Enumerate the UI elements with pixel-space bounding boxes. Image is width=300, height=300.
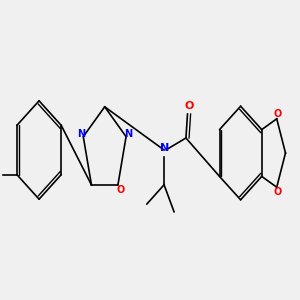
Text: N: N xyxy=(77,129,85,139)
Text: O: O xyxy=(184,101,194,111)
Text: O: O xyxy=(274,187,282,197)
Text: O: O xyxy=(116,185,124,195)
Text: N: N xyxy=(124,129,133,139)
Text: O: O xyxy=(274,109,282,119)
Text: N: N xyxy=(160,143,169,153)
